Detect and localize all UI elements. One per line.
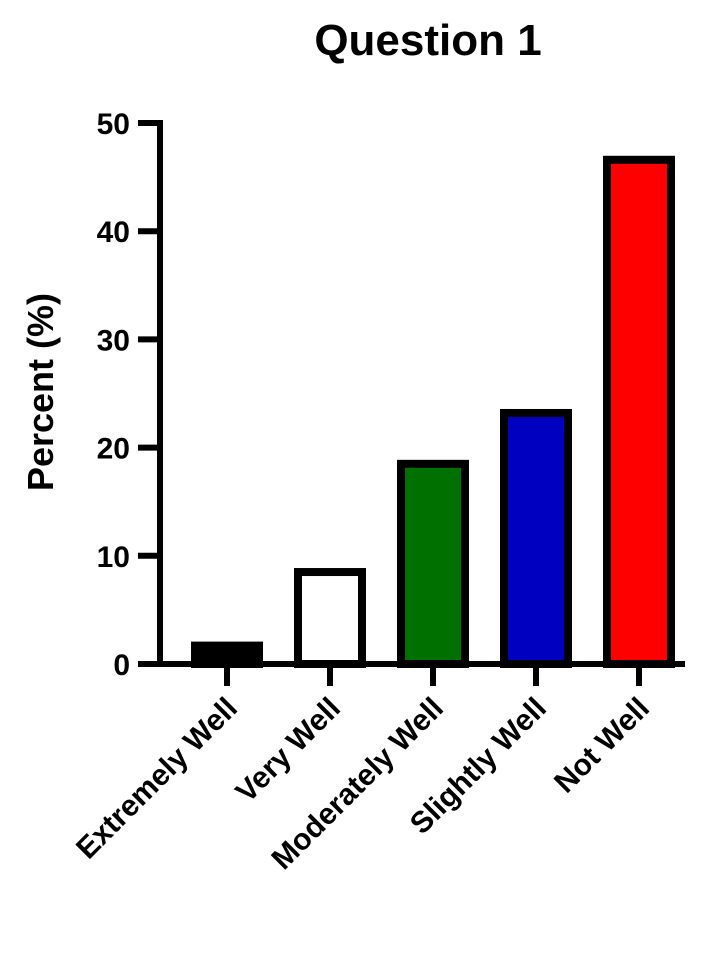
x-tick-label-extremely-well: Extremely Well	[70, 692, 244, 866]
bar-moderately-well	[397, 459, 469, 668]
chart-title: Question 1	[314, 16, 541, 65]
bar-very-well	[294, 568, 366, 669]
bar-slightly-well	[500, 408, 572, 669]
y-tick-label-40: 40	[97, 216, 130, 249]
y-tick-label-30: 30	[97, 324, 130, 357]
y-tick-label-20: 20	[97, 433, 130, 466]
x-tick-label-not-well: Not Well	[548, 692, 656, 800]
y-tick-label-0: 0	[113, 649, 130, 682]
y-axis-label: Percent (%)	[20, 293, 61, 491]
bar-not-well	[603, 155, 675, 668]
y-tick-label-10: 10	[97, 541, 130, 574]
y-tick-label-50: 50	[97, 108, 130, 141]
x-tick-label-moderately-well: Moderately Well	[266, 692, 450, 876]
